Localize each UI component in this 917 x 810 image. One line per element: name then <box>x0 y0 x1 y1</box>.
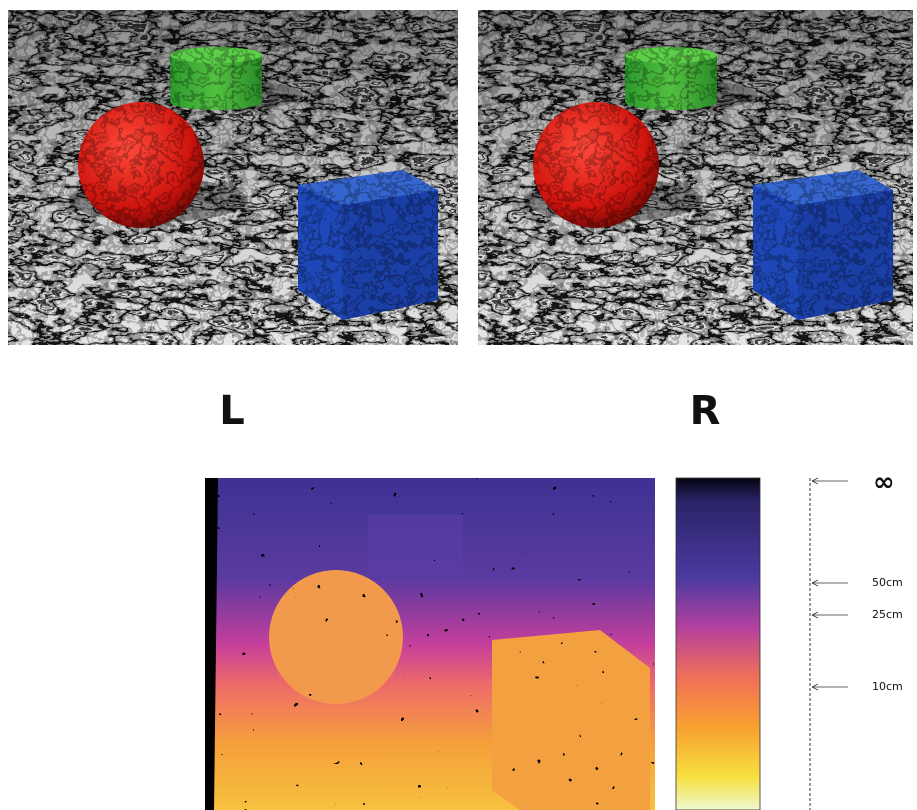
right-image <box>463 10 913 345</box>
scale-label: 10cm <box>872 680 903 693</box>
scale-label: 50cm <box>872 576 903 589</box>
scale-label: ∞ <box>873 468 895 498</box>
figure: L R ∞ 50cm 25cm 10cm <box>0 0 917 810</box>
depth-scale: ∞ 50cm 25cm 10cm <box>812 468 903 694</box>
depth-map <box>205 478 655 810</box>
scale-label: 25cm <box>872 608 903 621</box>
left-label: L <box>219 388 245 434</box>
page: {"labels": {"left": "L", "right": "R"}, … <box>0 0 917 810</box>
right-label: R <box>690 388 721 434</box>
color-bar <box>676 478 760 810</box>
left-image <box>8 10 458 345</box>
